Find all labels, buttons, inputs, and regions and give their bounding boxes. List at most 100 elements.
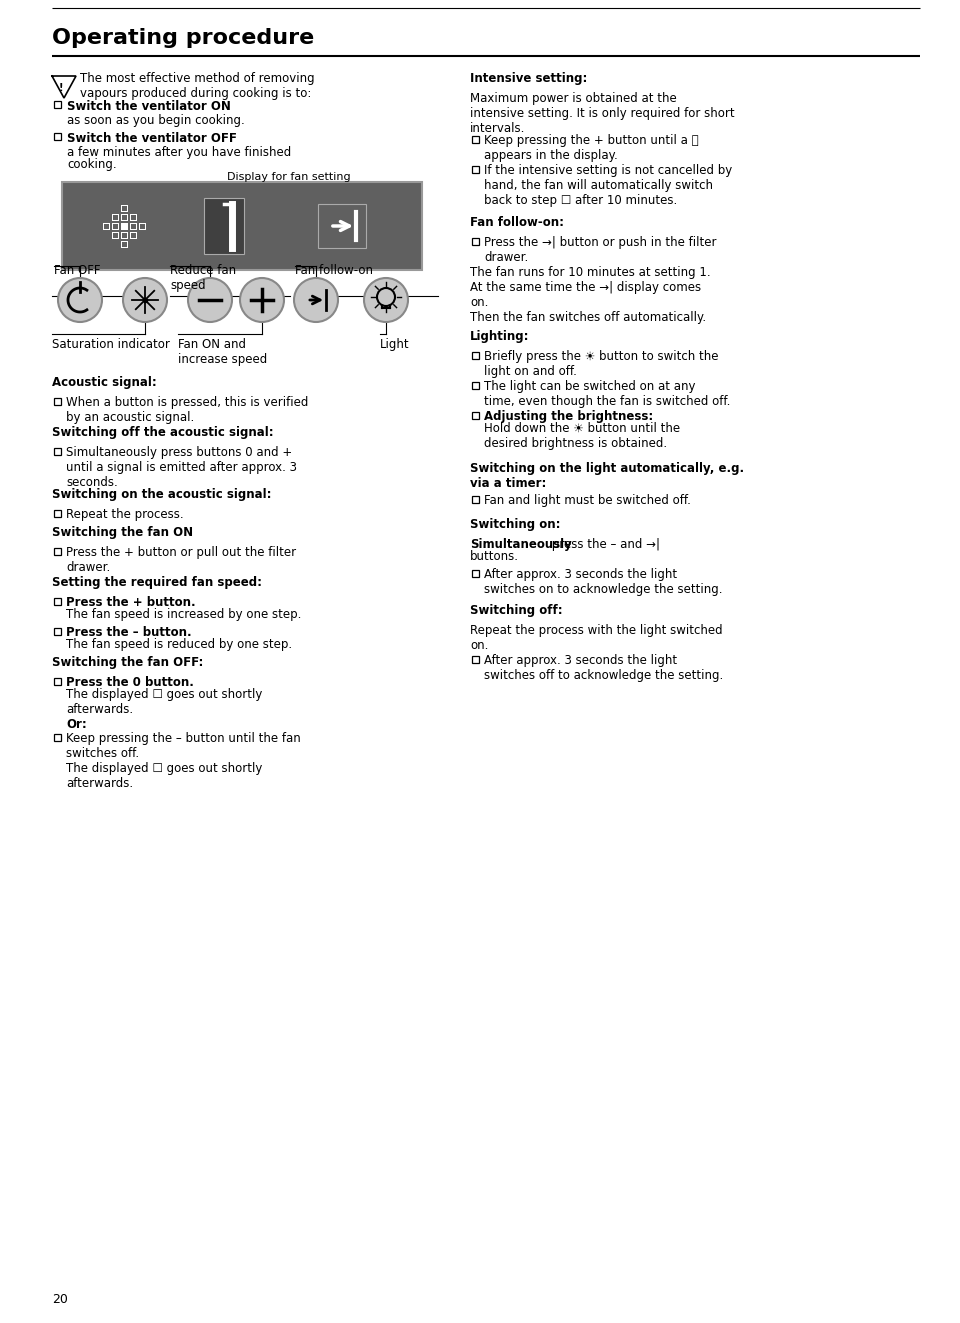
- Text: Press the →| button or push in the filter
drawer.: Press the →| button or push in the filte…: [484, 235, 716, 265]
- Text: The displayed ☐ goes out shortly
afterwards.: The displayed ☐ goes out shortly afterwa…: [66, 688, 262, 716]
- Text: Fan follow-on:: Fan follow-on:: [470, 216, 564, 229]
- Bar: [471, 655, 478, 663]
- Bar: [104, 224, 108, 229]
- Bar: [130, 232, 136, 238]
- Text: Fan OFF: Fan OFF: [54, 265, 101, 277]
- Text: Repeat the process with the light switched
on.: Repeat the process with the light switch…: [470, 624, 723, 652]
- Bar: [122, 233, 127, 238]
- Circle shape: [294, 278, 338, 321]
- Bar: [54, 733, 60, 741]
- Bar: [471, 238, 478, 245]
- Circle shape: [364, 278, 408, 321]
- Text: Switching off:: Switching off:: [470, 605, 563, 617]
- Bar: [318, 204, 366, 247]
- Circle shape: [123, 278, 167, 321]
- Text: Acoustic signal:: Acoustic signal:: [52, 376, 156, 389]
- Bar: [121, 213, 128, 221]
- Text: After approx. 3 seconds the light
switches on to acknowledge the setting.: After approx. 3 seconds the light switch…: [484, 568, 723, 595]
- Bar: [112, 224, 117, 229]
- Text: Saturation indicator: Saturation indicator: [52, 337, 170, 351]
- Bar: [54, 677, 60, 684]
- Text: Switch the ventilator OFF: Switch the ventilator OFF: [67, 132, 237, 146]
- Text: Or:: Or:: [66, 718, 86, 732]
- Text: Keep pressing the – button until the fan
switches off.
The displayed ☐ goes out : Keep pressing the – button until the fan…: [66, 732, 300, 790]
- Text: Fan follow-on: Fan follow-on: [295, 265, 373, 277]
- Bar: [471, 381, 478, 389]
- Bar: [471, 352, 478, 359]
- Circle shape: [377, 288, 395, 306]
- Bar: [54, 627, 60, 635]
- Bar: [54, 101, 60, 107]
- Text: Simultaneously press buttons 0 and +
until a signal is emitted after approx. 3
s: Simultaneously press buttons 0 and + unt…: [66, 446, 297, 490]
- Text: Briefly press the ☀ button to switch the
light on and off.: Briefly press the ☀ button to switch the…: [484, 351, 718, 378]
- Text: The light can be switched on at any
time, even though the fan is switched off.: The light can be switched on at any time…: [484, 380, 731, 407]
- Bar: [111, 232, 118, 238]
- Text: Fan ON and
increase speed: Fan ON and increase speed: [178, 337, 267, 366]
- Bar: [138, 222, 146, 229]
- Text: Repeat the process.: Repeat the process.: [66, 508, 183, 521]
- Bar: [204, 198, 244, 254]
- Bar: [471, 411, 478, 418]
- Text: Light: Light: [380, 337, 410, 351]
- Text: When a button is pressed, this is verified
by an acoustic signal.: When a button is pressed, this is verifi…: [66, 396, 308, 423]
- Bar: [121, 205, 128, 212]
- Text: Keep pressing the + button until a ⎑
appears in the display.: Keep pressing the + button until a ⎑ app…: [484, 134, 699, 161]
- Text: Press the – button.: Press the – button.: [66, 626, 192, 639]
- Text: 20: 20: [52, 1293, 68, 1306]
- Text: buttons.: buttons.: [470, 550, 519, 564]
- Bar: [122, 205, 127, 210]
- Text: press the – and →|: press the – and →|: [548, 538, 660, 550]
- Text: Switching the fan OFF:: Switching the fan OFF:: [52, 656, 204, 669]
- Text: Lighting:: Lighting:: [470, 329, 530, 343]
- Bar: [130, 222, 136, 229]
- Circle shape: [188, 278, 232, 321]
- Text: After approx. 3 seconds the light
switches off to acknowledge the setting.: After approx. 3 seconds the light switch…: [484, 654, 723, 681]
- Text: Reduce fan
speed: Reduce fan speed: [170, 265, 236, 292]
- Text: Switching on the light automatically, e.g.
via a timer:: Switching on the light automatically, e.…: [470, 462, 744, 490]
- Text: Switching on the acoustic signal:: Switching on the acoustic signal:: [52, 488, 272, 501]
- Text: Fan and light must be switched off.: Fan and light must be switched off.: [484, 493, 691, 507]
- Text: Hold down the ☀ button until the
desired brightness is obtained.: Hold down the ☀ button until the desired…: [484, 422, 680, 450]
- Bar: [122, 242, 127, 246]
- Text: Switching on:: Switching on:: [470, 519, 561, 531]
- Bar: [122, 214, 127, 220]
- Bar: [131, 233, 135, 238]
- Text: Display for fan setting: Display for fan setting: [227, 172, 350, 183]
- Bar: [471, 135, 478, 143]
- Bar: [54, 397, 60, 405]
- Bar: [62, 183, 422, 270]
- Text: Switch the ventilator ON: Switch the ventilator ON: [67, 101, 230, 112]
- Text: The fan speed is reduced by one step.: The fan speed is reduced by one step.: [66, 638, 292, 651]
- Bar: [54, 509, 60, 516]
- Bar: [54, 548, 60, 554]
- Bar: [112, 233, 117, 238]
- Text: Switching the fan ON: Switching the fan ON: [52, 527, 193, 538]
- Bar: [130, 213, 136, 221]
- Text: If the intensive setting is not cancelled by
hand, the fan will automatically sw: If the intensive setting is not cancelle…: [484, 164, 732, 206]
- Text: Simultaneously: Simultaneously: [470, 538, 572, 550]
- Text: Press the + button or pull out the filter
drawer.: Press the + button or pull out the filte…: [66, 546, 296, 574]
- Text: The fan runs for 10 minutes at setting 1.
At the same time the →| display comes
: The fan runs for 10 minutes at setting 1…: [470, 266, 710, 324]
- Bar: [139, 224, 145, 229]
- Bar: [121, 232, 128, 238]
- Bar: [471, 165, 478, 172]
- Text: as soon as you begin cooking.: as soon as you begin cooking.: [67, 114, 245, 127]
- Text: a few minutes after you have finished: a few minutes after you have finished: [67, 146, 291, 159]
- Text: Maximum power is obtained at the
intensive setting. It is only required for shor: Maximum power is obtained at the intensi…: [470, 93, 734, 135]
- Bar: [103, 222, 109, 229]
- Text: !: !: [59, 83, 63, 93]
- Bar: [111, 213, 118, 221]
- Text: Press the + button.: Press the + button.: [66, 595, 196, 609]
- Text: The most effective method of removing
vapours produced during cooking is to:: The most effective method of removing va…: [80, 71, 315, 101]
- Text: Adjusting the brightness:: Adjusting the brightness:: [484, 410, 653, 423]
- Bar: [112, 214, 117, 220]
- Circle shape: [58, 278, 102, 321]
- Text: Setting the required fan speed:: Setting the required fan speed:: [52, 576, 262, 589]
- Text: cooking.: cooking.: [67, 157, 116, 171]
- Text: Operating procedure: Operating procedure: [52, 28, 314, 48]
- Bar: [131, 214, 135, 220]
- Bar: [471, 496, 478, 503]
- Text: Switching off the acoustic signal:: Switching off the acoustic signal:: [52, 426, 274, 439]
- Bar: [54, 132, 60, 139]
- Bar: [121, 222, 128, 229]
